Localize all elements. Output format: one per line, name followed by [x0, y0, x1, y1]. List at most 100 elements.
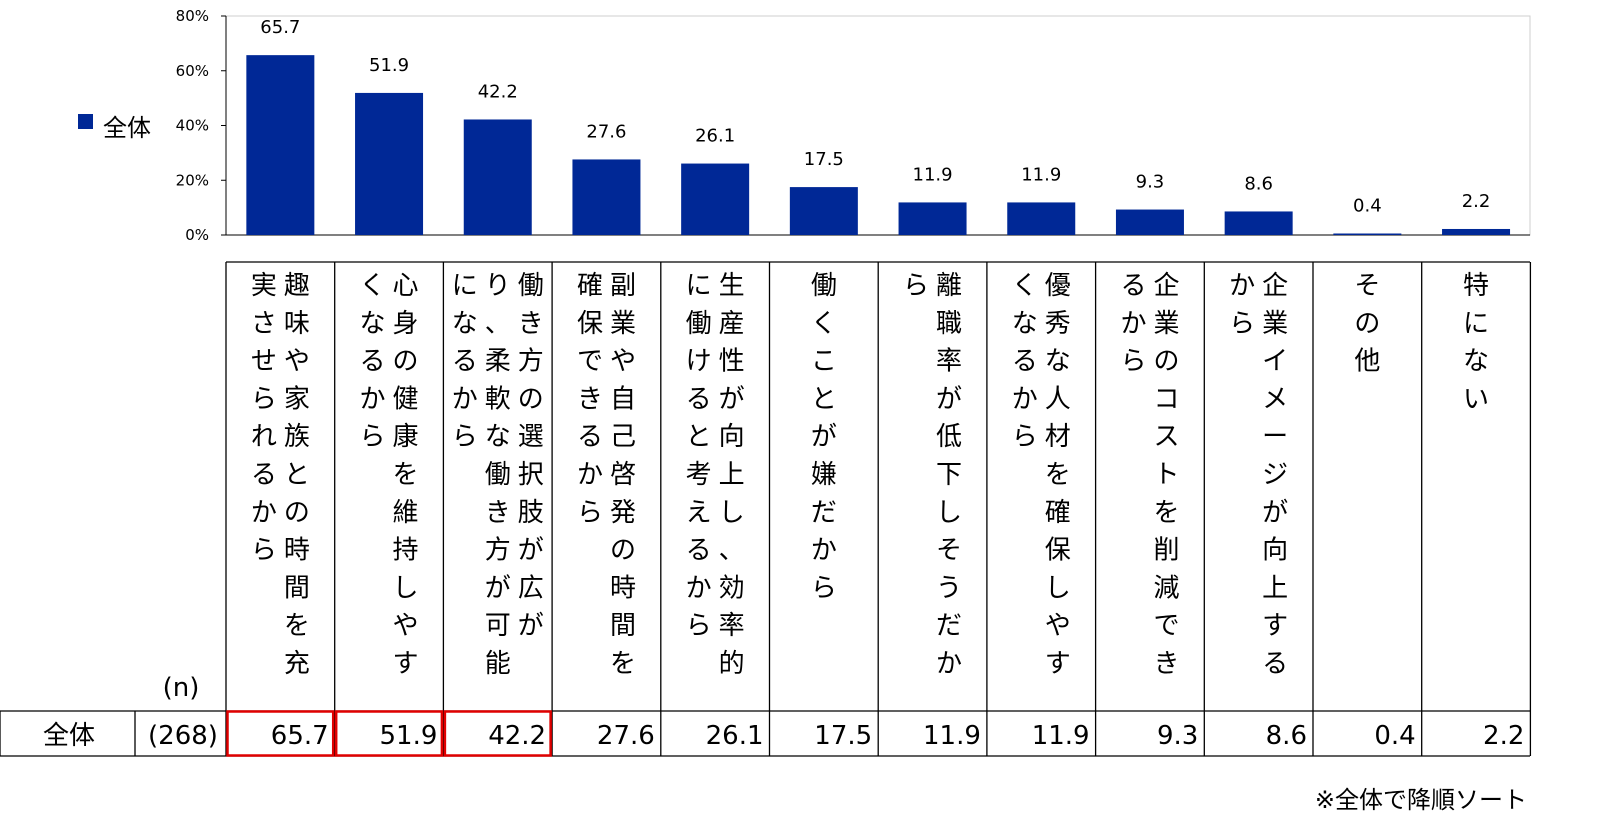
category-char: や [393, 611, 419, 641]
category-char: か [360, 384, 386, 414]
category-char: ス [1153, 422, 1179, 452]
category-char: と [284, 460, 310, 490]
category-char: 、 [719, 536, 745, 566]
category-char: 自 [610, 384, 636, 414]
table-cell-value: 8.6 [1266, 721, 1307, 751]
category-char: が [811, 422, 837, 452]
category-char: か [251, 498, 277, 528]
category-char: が [518, 611, 544, 641]
category-char: ト [1153, 460, 1179, 490]
category-char: 業 [1153, 309, 1179, 339]
category-char: 実 [251, 271, 277, 301]
category-char: ら [1012, 422, 1038, 452]
category-char: 身 [393, 309, 419, 339]
category-char: 考 [686, 460, 712, 490]
bar-value-label: 17.5 [804, 149, 844, 170]
table-cell-value: 11.9 [923, 721, 981, 751]
category-char: で [1153, 611, 1179, 641]
category-char: 間 [610, 611, 636, 641]
category-char: 保 [577, 309, 603, 339]
category-char: ら [452, 422, 478, 452]
category-char: 削 [1153, 536, 1179, 566]
category-char: が [485, 573, 511, 603]
n-header: (n) [163, 673, 200, 703]
bar-value-label: 11.9 [913, 164, 953, 185]
category-char: か [686, 573, 712, 603]
category-char: 材 [1045, 422, 1071, 452]
category-char: こ [811, 347, 837, 377]
row-n: (268) [148, 721, 218, 751]
highlight-box [334, 710, 444, 757]
category-char: だ [936, 611, 962, 641]
category-char: 健 [393, 384, 419, 414]
category-char: ら [577, 498, 603, 528]
category-char: き [1153, 649, 1179, 679]
category-char: 向 [1262, 536, 1288, 566]
legend: 全体 [78, 114, 151, 142]
category-char: 嫌 [811, 460, 837, 490]
category-char: え [686, 498, 712, 528]
bar [1224, 211, 1293, 235]
category-char: だ [811, 498, 837, 528]
bar [572, 159, 641, 235]
category-char: せ [251, 347, 277, 377]
bar-value-label: 0.4 [1353, 196, 1382, 217]
table-cell-value: 9.3 [1157, 721, 1198, 751]
category-char: 間 [284, 573, 310, 603]
category-char: る [360, 347, 386, 377]
category-char: ら [686, 611, 712, 641]
footnote: ※全体で降順ソート [1314, 786, 1527, 814]
category-char: る [1262, 649, 1288, 679]
bar [1115, 209, 1184, 235]
category-char: の [610, 536, 636, 566]
category-char: が [936, 384, 962, 414]
bar [246, 55, 315, 235]
category-char: ジ [1262, 460, 1288, 490]
table-cell-value: 65.7 [271, 721, 329, 751]
table-cell-value: 2.2 [1483, 721, 1524, 751]
table-cell-value: 51.9 [380, 721, 438, 751]
category-char: る [1120, 271, 1146, 301]
category-char: き [577, 384, 603, 414]
bar-value-label: 51.9 [369, 55, 409, 76]
category-char: 充 [284, 649, 310, 679]
category-char: ら [1120, 347, 1146, 377]
table-cell-value: 26.1 [706, 721, 764, 751]
category-char: 広 [518, 573, 544, 603]
category-char: な [1012, 309, 1038, 339]
category-char: 業 [1262, 309, 1288, 339]
category-char: 己 [610, 422, 636, 452]
row-label: 全体 [43, 721, 95, 751]
category-char: の [393, 347, 419, 377]
category-char: 企 [1153, 271, 1179, 301]
category-char: を [1045, 460, 1071, 490]
y-tick-label: 60% [176, 62, 209, 80]
category-char: き [518, 309, 544, 339]
category-char: い [1463, 384, 1489, 414]
category-char: 人 [1045, 384, 1071, 414]
category-char: か [452, 384, 478, 414]
category-char: 業 [610, 309, 636, 339]
category-char: 家 [284, 384, 310, 414]
category-char: 副 [610, 271, 636, 301]
bar [1333, 233, 1402, 235]
bar-value-label: 65.7 [260, 17, 300, 38]
category-char: 向 [719, 422, 745, 452]
category-char: ら [251, 536, 277, 566]
category-char: れ [251, 422, 277, 452]
y-tick-label: 0% [185, 226, 209, 244]
category-char: を [284, 611, 310, 641]
category-char: な [485, 422, 511, 452]
category-char: や [610, 347, 636, 377]
bar [681, 163, 750, 235]
category-char: 上 [1262, 573, 1288, 603]
bar-value-label: 2.2 [1462, 191, 1491, 212]
highlight-box [226, 710, 335, 757]
table-cell-value: 11.9 [1032, 721, 1090, 751]
category-char: く [360, 271, 386, 301]
category-char: 特 [1463, 271, 1489, 301]
category-char: 性 [719, 347, 745, 377]
